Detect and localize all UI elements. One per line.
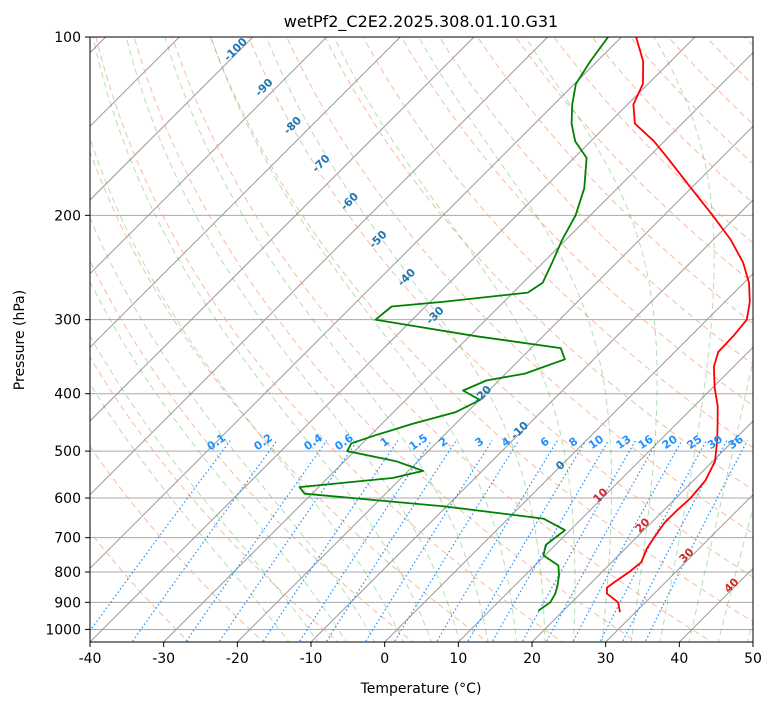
x-tick-label: 20 — [523, 651, 541, 667]
dewpoint-trace — [298, 37, 609, 612]
x-tick-label: 40 — [670, 651, 688, 667]
x-tick-label: 50 — [744, 651, 762, 667]
dry-adiabat-line — [90, 445, 265, 642]
moist-adiabat-line — [92, 37, 432, 642]
dry-adiabat-line — [209, 37, 753, 623]
y-tick-label: 1000 — [45, 622, 81, 638]
isotherm-line — [90, 37, 549, 496]
axes: -40 -30 -20 -10 0 10 20 30 40 50 100 200 300 400 500 60… — [45, 30, 762, 667]
sounding-traces — [298, 37, 751, 613]
moist-adiabat-line — [90, 280, 347, 642]
moist-adiabat-line — [717, 506, 753, 642]
isotherm-line — [752, 641, 753, 642]
mixing-ratio-line — [325, 440, 457, 642]
mixing-ratio-line — [393, 440, 520, 642]
x-tick-label: 10 — [449, 651, 467, 667]
y-tick-label: 300 — [54, 313, 81, 329]
y-tick-label: 500 — [54, 444, 81, 460]
x-tick-label: 0 — [380, 651, 389, 667]
mixing-ratio-line — [364, 440, 493, 642]
mixing-ratio-line — [185, 440, 328, 642]
y-tick-label: 700 — [54, 531, 81, 547]
moist-adiabat-line — [524, 37, 658, 642]
moist-adiabat-line — [265, 37, 546, 642]
isotherm-line — [90, 37, 328, 275]
moist-adiabat-line — [90, 334, 319, 642]
isotherm-line — [90, 37, 622, 570]
mixing-ratio-line — [572, 440, 683, 642]
y-tick-label: 400 — [54, 387, 81, 403]
mixing-ratio-line — [435, 440, 558, 642]
mixing-ratio-line — [298, 440, 432, 642]
isotherm-line — [163, 51, 753, 642]
isotherm-line — [457, 346, 753, 642]
y-axis-label: Pressure (hPa) — [12, 290, 28, 390]
moist-adiabat-line — [125, 37, 461, 642]
y-tick-label: 900 — [54, 595, 81, 611]
x-tick-label: -10 — [300, 651, 323, 667]
mixing-ratio-line — [466, 440, 587, 642]
isotherm-line — [90, 37, 401, 349]
mixing-ratio-line — [262, 440, 399, 642]
x-axis-label: Temperature (°C) — [360, 681, 482, 697]
isotherm-line — [90, 37, 696, 642]
y-tick-label: 800 — [54, 565, 81, 581]
moist-adiabat-line — [90, 382, 290, 642]
moist-adiabat-line — [90, 136, 404, 642]
y-tick-label: 100 — [54, 30, 81, 46]
isotherm-line — [605, 493, 753, 642]
dry-adiabat-line — [90, 356, 340, 642]
moist-adiabat-line — [688, 358, 753, 642]
isotherm-line — [384, 272, 753, 642]
x-tick-label: -30 — [152, 651, 175, 667]
moist-adiabat-line — [418, 37, 613, 642]
dry-adiabat-line — [90, 259, 414, 642]
moist-adiabat-line — [333, 37, 576, 642]
isotherm-line — [531, 420, 753, 642]
mixing-ratio-line — [521, 440, 637, 642]
x-tick-label: 30 — [597, 651, 615, 667]
moist-adiabat-line — [653, 37, 715, 642]
dry-adiabat-line — [133, 37, 638, 642]
y-tick-label: 200 — [54, 208, 81, 224]
mixing-ratio-line — [545, 440, 659, 642]
plot-frame — [89, 36, 754, 643]
x-tick-label: -40 — [79, 651, 102, 667]
plot-background — [90, 37, 753, 642]
y-tick-label: 600 — [54, 491, 81, 507]
dry-adiabat-line — [770, 24, 775, 645]
moist-adiabat-line — [210, 37, 518, 642]
mixing-ratio-line — [621, 440, 728, 642]
isotherm-line — [90, 37, 475, 422]
temperature-trace — [606, 37, 751, 613]
mixing-ratio-line — [491, 440, 609, 642]
dry-adiabat-line — [90, 150, 489, 642]
x-tick-label: -20 — [226, 651, 249, 667]
chart-title: wetPf2_C2E2.2025.308.01.10.G31 — [284, 12, 558, 32]
mixing-ratio-line — [131, 440, 278, 642]
moist-adiabat-line — [90, 216, 376, 642]
isotherm-line — [310, 199, 753, 642]
dry-adiabat-line — [95, 37, 564, 642]
isotherm-line — [236, 125, 753, 642]
moist-adiabat-line — [164, 37, 489, 642]
isotherm-line — [90, 37, 254, 201]
